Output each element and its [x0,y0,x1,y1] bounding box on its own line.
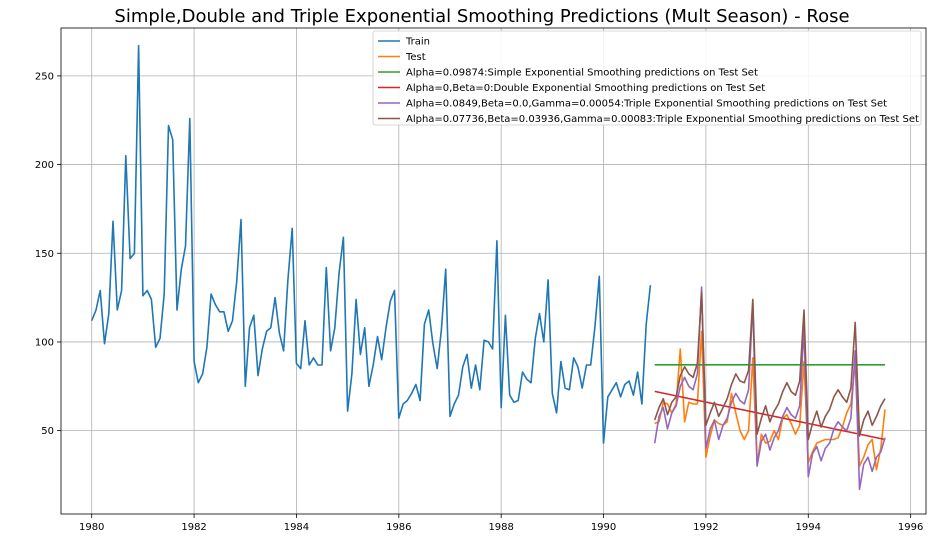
x-tick-label: 1996 [898,522,923,533]
x-tick-label: 1982 [181,522,206,533]
legend-label-0: Train [405,37,430,48]
axis-ticks: 1980 1982 1984 1986 1988 1990 1992 1994 1996 50 10… [35,71,923,533]
series-line-5 [653,291,886,441]
x-tick-label: 1986 [386,522,411,533]
legend-label-3: Alpha=0,Beta=0:Double Exponential Smooth… [406,83,765,94]
x-tick-label: 1992 [693,522,718,533]
legend-label-5: Alpha=0.07736,Beta=0.03936,Gamma=0.00083… [406,114,919,125]
y-tick-label: 200 [35,160,54,171]
series-line-4 [653,286,886,490]
legend-label-4: Alpha=0.0849,Beta=0.0,Gamma=0.00054:Trip… [406,99,887,110]
y-tick-label: 50 [41,426,54,437]
legend-label-2: Alpha=0.09874:Simple Exponential Smoothi… [406,68,758,79]
y-tick-label: 150 [35,249,54,260]
x-tick-label: 1988 [488,522,513,533]
legend: Train Test Alpha=0.09874:Simple Exponentia… [372,30,922,126]
x-tick-label: 1994 [796,522,821,533]
series-line-1 [654,330,886,471]
y-tick-label: 250 [35,71,54,82]
x-tick-label: 1980 [79,522,104,533]
legend-label-1: Test [405,52,426,63]
x-tick-label: 1984 [284,522,309,533]
y-tick-label: 100 [35,337,54,348]
legend-box [372,30,922,126]
series-lines [90,44,886,490]
plot-frame [60,27,927,515]
series-line-3 [654,390,886,441]
series-line-0 [90,44,652,444]
chart-title: Simple,Double and Triple Exponential Smo… [114,6,849,27]
x-tick-label: 1990 [591,522,616,533]
